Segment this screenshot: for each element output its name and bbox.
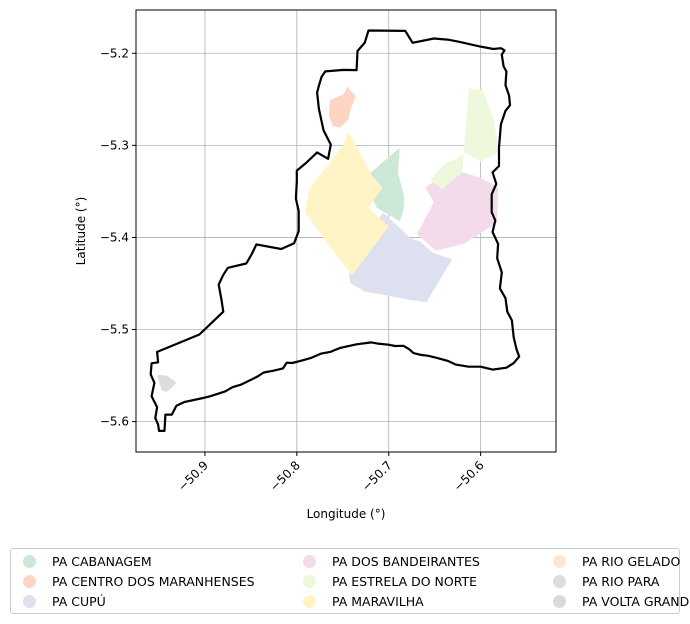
legend-item-pa-estrela-do-norte: PA ESTRELA DO NORTE	[303, 572, 477, 590]
region-pa-maravilha	[305, 131, 389, 276]
legend-label: PA CABANAGEM	[52, 553, 152, 569]
region-polygons	[157, 86, 499, 392]
legend-marker	[303, 554, 316, 568]
boundary-outline	[149, 29, 521, 432]
legend-marker	[553, 554, 566, 568]
legend-item-pa-centro-dos-maranhenses: PA CENTRO DOS MARANHENSES	[23, 572, 255, 590]
municipality-boundary	[149, 29, 521, 432]
legend-marker	[303, 594, 316, 608]
plot-frame	[135, 9, 557, 453]
x-axis-title: Longitude (°)	[307, 507, 386, 521]
x-tick-label: −50.9	[175, 458, 211, 494]
legend-label: PA ESTRELA DO NORTE	[332, 573, 478, 589]
region-pa-estrela-do-norte	[430, 88, 499, 190]
legend-marker	[23, 554, 36, 568]
legend-item-pa-cabanagem: PA CABANAGEM	[23, 552, 152, 570]
y-axis-title: Latitude (°)	[74, 197, 88, 266]
x-tick-label: −50.6	[451, 458, 487, 494]
legend-item-pa-volta-grande: PA VOLTA GRANDE	[553, 592, 690, 610]
map-chart: −50.9 −50.8 −50.7 −50.6 −5.2 −5.3 −5.4 −5.5 −5.6…	[74, 9, 557, 521]
legend-label: PA RIO PARA	[582, 573, 660, 589]
legend-marker	[23, 594, 36, 608]
legend: PA CABANAGEM PA CENTRO DOS MARANHENSES PA …	[10, 548, 690, 614]
legend-marker	[553, 594, 566, 608]
legend-marker	[553, 574, 566, 588]
y-tick-label: −5.3	[100, 138, 129, 152]
x-tick-label: −50.8	[267, 458, 303, 494]
y-tick-label: −5.4	[100, 230, 129, 244]
legend-item-pa-dos-bandeirantes: PA DOS BANDEIRANTES	[303, 552, 480, 570]
legend-item-pa-cup: PA CUPÚ	[23, 592, 106, 610]
legend-label: PA CUPÚ	[52, 593, 106, 609]
legend-item-pa-rio-gelado: PA RIO GELADO	[553, 552, 680, 570]
legend-item-pa-maravilha: PA MARAVILHA	[303, 592, 424, 610]
y-tick-label: −5.2	[100, 46, 129, 60]
region-pa-rio-para	[157, 374, 177, 392]
legend-label: PA RIO GELADO	[582, 553, 681, 569]
y-tick-label: −5.5	[100, 323, 129, 337]
region-pa-centro-dos-maranhenses	[329, 86, 356, 128]
region-pa-dos-bandeirantes	[417, 169, 499, 251]
region-pa-cabanagem	[368, 147, 405, 222]
legend-label: PA CENTRO DOS MARANHENSES	[52, 573, 255, 589]
legend-item-pa-rio-para: PA RIO PARA	[553, 572, 659, 590]
x-tick-label: −50.7	[359, 458, 395, 494]
legend-label: PA VOLTA GRANDE	[582, 593, 690, 609]
legend-label: PA DOS BANDEIRANTES	[332, 553, 480, 569]
legend-marker	[23, 574, 36, 588]
y-tick-label: −5.6	[100, 415, 129, 429]
legend-label: PA MARAVILHA	[332, 593, 424, 609]
legend-marker	[303, 574, 316, 588]
